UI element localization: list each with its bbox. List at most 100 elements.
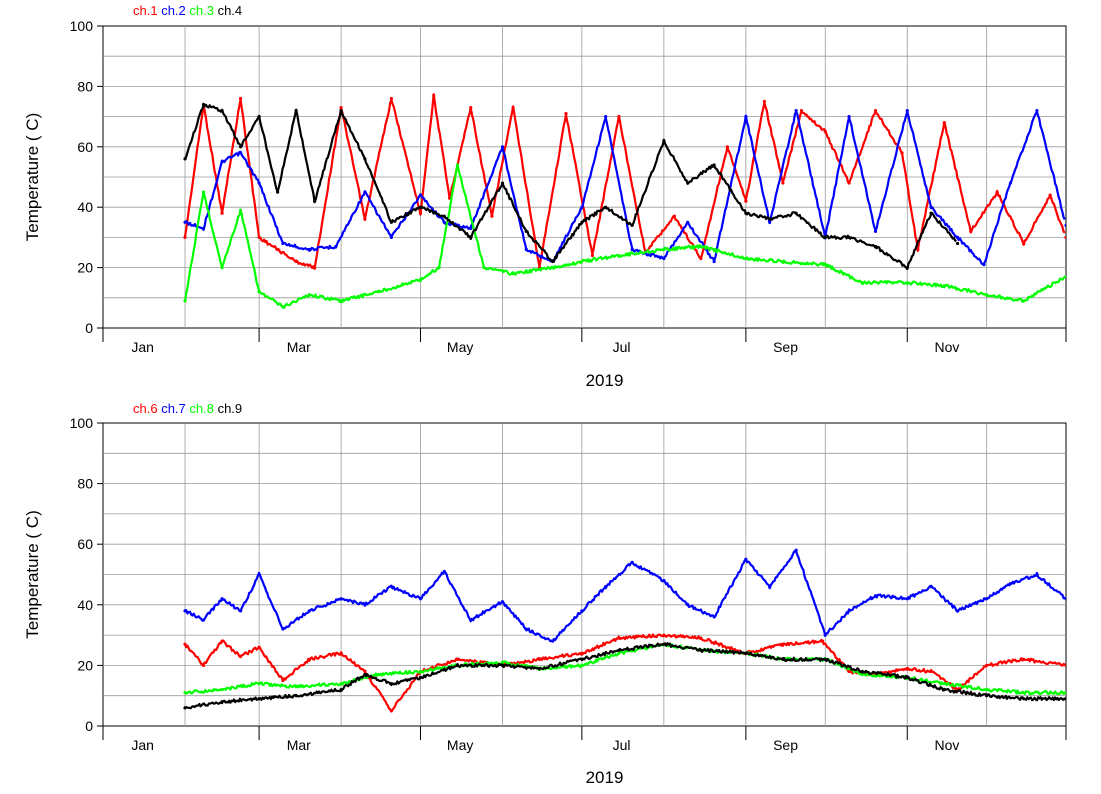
data-point <box>617 648 621 652</box>
data-point <box>604 115 608 119</box>
data-point <box>307 247 311 252</box>
data-point <box>905 666 909 671</box>
data-point <box>744 256 748 261</box>
data-point <box>617 115 621 119</box>
data-point <box>418 278 423 282</box>
data-point <box>500 181 505 185</box>
y-tick-label: 20 <box>77 260 93 276</box>
data-point <box>873 229 878 233</box>
data-point <box>257 115 261 119</box>
data-point <box>699 256 703 261</box>
data-point <box>257 572 261 577</box>
data-point <box>662 139 666 143</box>
data-point <box>781 181 785 185</box>
data-point <box>617 253 621 258</box>
data-point <box>389 96 393 101</box>
data-point <box>183 642 187 646</box>
x-tick-label: Jan <box>131 737 154 753</box>
data-point <box>482 266 486 270</box>
data-point <box>955 609 960 613</box>
data-point <box>1064 697 1066 701</box>
data-point <box>995 190 999 194</box>
x-tick-label: Sep <box>773 339 798 355</box>
data-point <box>929 205 933 209</box>
data-point <box>942 284 946 288</box>
data-point <box>955 235 960 239</box>
data-point <box>339 108 343 113</box>
data-point <box>860 669 864 674</box>
data-point <box>551 259 555 264</box>
x-tick-label: Nov <box>934 737 959 753</box>
data-point <box>389 235 393 239</box>
data-point <box>537 657 542 661</box>
data-point <box>537 666 542 671</box>
y-tick-label: 40 <box>77 597 93 613</box>
data-point <box>418 211 423 215</box>
data-point <box>942 681 946 686</box>
y-tick-label: 100 <box>70 18 94 34</box>
legend: ch.1 ch.2 ch.3 ch.4 <box>133 3 242 18</box>
y-axis-title: Temperature ( C) <box>23 113 42 241</box>
data-point <box>580 657 584 661</box>
data-point <box>1022 697 1026 701</box>
data-point <box>821 639 825 643</box>
data-point <box>257 645 261 649</box>
data-point <box>672 214 677 218</box>
data-point <box>363 217 367 221</box>
data-point <box>307 657 311 661</box>
data-point <box>1022 299 1026 303</box>
data-point <box>418 675 423 680</box>
data-point <box>469 235 473 239</box>
legend-entry-ch1: ch.1 <box>133 3 158 18</box>
data-point <box>847 235 851 239</box>
data-point <box>662 578 666 583</box>
legend-entry-ch4: ch.4 <box>214 3 242 18</box>
data-point <box>238 145 243 149</box>
data-point <box>699 648 703 652</box>
data-point <box>985 293 989 297</box>
y-tick-label: 0 <box>85 718 93 734</box>
data-point <box>469 105 473 110</box>
data-point <box>985 597 989 601</box>
data-point <box>781 657 785 661</box>
data-point <box>220 108 224 113</box>
data-point <box>630 247 634 252</box>
data-point <box>238 96 243 101</box>
data-point <box>432 93 436 98</box>
data-point <box>1008 581 1013 586</box>
data-point <box>662 642 666 646</box>
x-tick-label: May <box>447 737 473 753</box>
data-point <box>442 214 446 218</box>
data-point <box>276 190 280 194</box>
data-point <box>363 669 367 674</box>
data-point <box>725 145 729 149</box>
legend-entry-ch7: ch.7 <box>158 401 186 416</box>
data-point <box>564 111 568 116</box>
data-point <box>389 709 393 713</box>
data-point <box>762 99 767 104</box>
data-point <box>985 694 989 698</box>
data-point <box>294 694 298 698</box>
data-point <box>281 305 285 309</box>
data-point <box>183 609 187 613</box>
y-axis-title: Temperature ( C) <box>23 510 42 638</box>
data-point <box>744 199 748 203</box>
data-point <box>630 560 634 564</box>
data-point <box>617 636 621 640</box>
data-point <box>334 244 338 249</box>
data-point <box>905 266 909 270</box>
data-point <box>220 597 224 601</box>
data-point <box>847 669 851 674</box>
data-point <box>257 235 261 239</box>
data-point <box>905 675 909 680</box>
data-point <box>339 681 343 686</box>
data-point <box>524 627 528 631</box>
data-point <box>580 205 584 209</box>
data-point <box>744 651 748 655</box>
y-tick-label: 100 <box>70 415 94 431</box>
data-point <box>294 685 298 689</box>
data-point <box>712 259 716 264</box>
data-point <box>201 190 206 194</box>
x-axis-title: 2019 <box>586 768 624 787</box>
